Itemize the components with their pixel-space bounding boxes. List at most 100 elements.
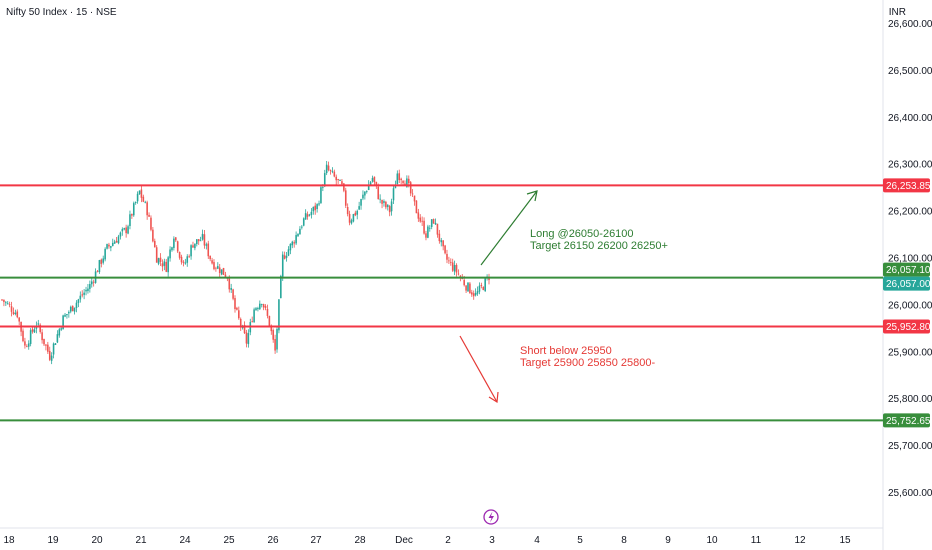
- x-tick-label: 15: [839, 535, 851, 546]
- candle-body: [329, 169, 332, 171]
- candle: [446, 249, 448, 264]
- candle: [415, 200, 418, 214]
- candle-body: [322, 187, 324, 188]
- candle-body: [398, 173, 401, 181]
- candle-body: [140, 189, 143, 198]
- candle: [472, 290, 475, 300]
- candle: [98, 259, 101, 274]
- candle: [211, 257, 213, 265]
- x-tick-label: 20: [91, 535, 103, 546]
- candle-body: [153, 240, 156, 248]
- candle-body: [484, 278, 486, 292]
- candle: [161, 259, 164, 272]
- candle: [236, 306, 238, 311]
- price-tag-label: 26,057.00: [886, 279, 931, 290]
- candle: [257, 306, 259, 312]
- candle-body: [360, 199, 362, 206]
- candle-body: [394, 185, 397, 189]
- candle: [123, 227, 126, 231]
- candle: [362, 190, 364, 201]
- candle-body: [224, 274, 227, 278]
- candle-body: [96, 271, 99, 273]
- candle-body: [472, 293, 475, 297]
- candle: [100, 258, 103, 268]
- candle-body: [425, 233, 427, 238]
- candle: [41, 329, 43, 344]
- candle: [467, 282, 469, 292]
- candle-body: [421, 220, 423, 222]
- candle-body: [73, 307, 76, 312]
- candle-body: [442, 240, 444, 247]
- candle-body: [178, 251, 181, 258]
- candle-body: [476, 291, 479, 294]
- candle-body: [428, 227, 431, 229]
- candle-body: [134, 201, 137, 203]
- candle: [180, 254, 183, 265]
- candle-body: [239, 318, 242, 327]
- candle-body: [406, 178, 408, 187]
- candle: [106, 243, 108, 250]
- candle: [203, 230, 206, 249]
- candle: [425, 230, 427, 241]
- candle: [220, 269, 223, 276]
- candle-body: [144, 201, 147, 203]
- candle: [39, 323, 41, 334]
- candle: [113, 239, 116, 244]
- candle-body: [197, 239, 200, 242]
- candle: [352, 213, 355, 223]
- candle: [297, 233, 299, 237]
- candle: [268, 315, 271, 327]
- candle: [484, 278, 486, 293]
- candle-body: [323, 173, 326, 187]
- candle-body: [245, 332, 248, 344]
- candle: [335, 174, 338, 185]
- candle-body: [459, 275, 462, 278]
- candle-body: [155, 247, 158, 263]
- candle: [29, 328, 32, 347]
- candle-body: [43, 338, 45, 345]
- candle-body: [278, 299, 280, 331]
- candle: [196, 239, 198, 247]
- candle-body: [291, 241, 294, 246]
- candle-body: [121, 229, 124, 232]
- candle: [58, 327, 61, 338]
- candle: [383, 199, 385, 207]
- y-tick-label: 26,100.00: [888, 254, 932, 265]
- short-annotation-text: Target 25900 25850 25800-: [520, 357, 656, 369]
- candle: [173, 236, 175, 251]
- price-tag: 26,057.00: [883, 276, 931, 291]
- candle-body: [274, 339, 276, 351]
- candle-body: [194, 243, 196, 249]
- x-tick-label: 10: [706, 535, 718, 546]
- candle: [205, 242, 208, 250]
- candle-body: [203, 234, 206, 246]
- price-tag-label: 26,253.85: [886, 181, 931, 192]
- candle-body: [6, 303, 9, 305]
- candle-body: [457, 273, 460, 275]
- candle: [56, 330, 59, 344]
- x-tick-label: 27: [310, 535, 322, 546]
- candle: [157, 257, 160, 266]
- candle-body: [29, 330, 32, 344]
- candle-body: [350, 220, 353, 224]
- candle: [64, 312, 66, 318]
- x-tick-label: 9: [665, 535, 671, 546]
- candle: [176, 240, 179, 254]
- candle-body: [257, 308, 259, 310]
- candle: [27, 340, 30, 350]
- candle: [444, 244, 446, 255]
- candle: [140, 185, 143, 203]
- candle-body: [325, 164, 328, 174]
- candle-body: [310, 211, 313, 215]
- candle-body: [438, 233, 441, 242]
- candle-body: [176, 241, 179, 252]
- x-tick-label: 18: [3, 535, 15, 546]
- candle: [188, 254, 190, 258]
- candle-body: [138, 190, 141, 195]
- candle-body: [383, 201, 385, 203]
- candle-body: [188, 256, 190, 258]
- candle: [90, 277, 93, 288]
- candle-body: [455, 264, 458, 273]
- candle-body: [192, 245, 194, 248]
